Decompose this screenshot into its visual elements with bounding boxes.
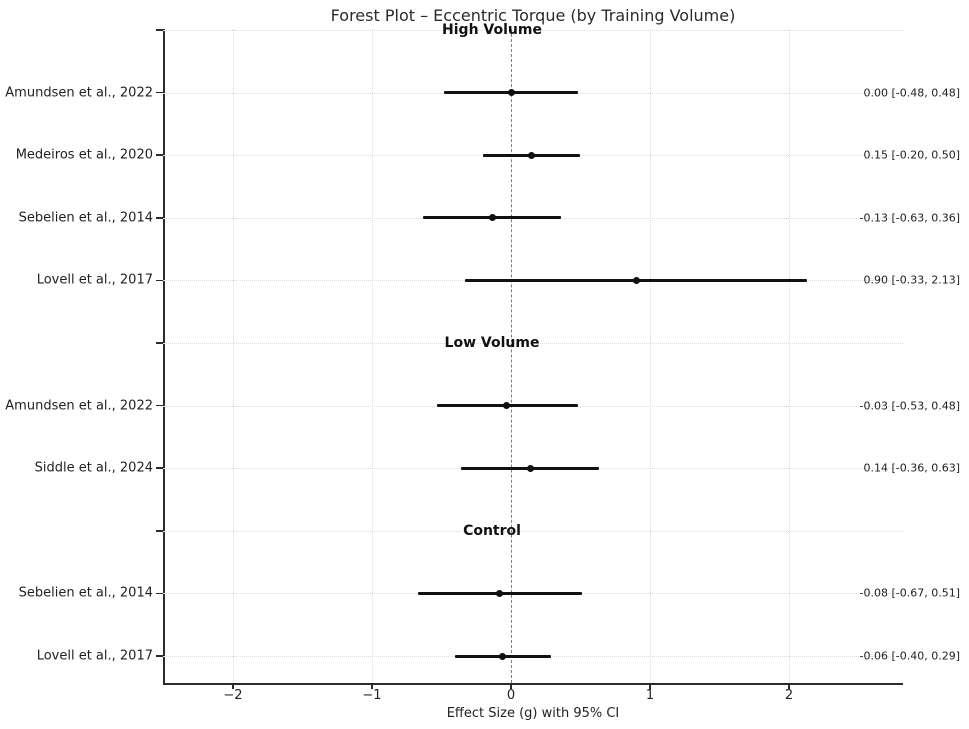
group-label: High Volume [442,22,542,38]
y-axis-tick [156,154,163,156]
effect-size-marker [499,652,507,660]
effect-value-label: -0.13 [-0.63, 0.36] [859,211,961,225]
x-tick-label: 2 [784,688,794,703]
x-tick-label: 1 [645,688,655,703]
effect-value-label: -0.08 [-0.67, 0.51] [859,586,961,600]
x-axis-tick [510,683,512,689]
study-label: Sebelien et al., 2014 [18,210,153,226]
y-axis-tick [156,217,163,219]
y-axis-spine [163,29,165,683]
grid-line-horizontal [163,343,903,344]
study-label: Siddle et al., 2024 [34,460,153,476]
grid-line-horizontal [163,530,903,532]
study-label: Amundsen et al., 2022 [5,398,153,414]
study-label: Lovell et al., 2017 [36,272,153,288]
grid-line-vertical [789,29,790,683]
effect-size-marker [503,402,511,410]
x-tick-label: −2 [223,688,243,703]
y-axis-tick [156,404,163,407]
y-axis-tick [156,342,163,344]
plot-area: High Volume Low Volume Control [156,22,903,689]
x-axis-tick [649,683,651,689]
study-label: Sebelien et al., 2014 [18,585,153,601]
effect-value-label: 0.15 [-0.20, 0.50] [863,148,960,162]
effect-size-marker [496,589,504,597]
x-axis-label: Effect Size (g) with 95% CI [446,706,620,721]
x-axis-tick [371,683,373,689]
grid-line-horizontal [163,30,903,31]
y-axis-tick [156,279,163,282]
effect-value-label: 0.90 [-0.33, 2.13] [863,273,960,287]
zero-reference-line [511,29,512,683]
x-tick-label: −1 [362,688,382,703]
grid-line-vertical [650,29,651,683]
effect-value-label: 0.14 [-0.36, 0.63] [863,461,960,475]
x-axis-spine [163,683,903,685]
y-axis-tick [156,29,163,31]
group-label: Control [463,522,521,539]
x-tick-label: 0 [506,688,516,703]
study-label: Lovell et al., 2017 [36,648,153,664]
y-axis-tick [156,467,163,469]
effect-size-marker [489,214,497,222]
group-label: Low Volume [444,335,540,351]
study-label: Medeiros et al., 2020 [15,147,153,163]
x-axis-tick [788,683,790,689]
effect-value-label: 0.00 [-0.48, 0.48] [863,86,960,100]
effect-size-marker [528,151,536,159]
grid-line-vertical [372,29,373,683]
x-axis-tick [232,683,234,689]
y-axis-tick [156,91,163,94]
effect-value-label: -0.06 [-0.40, 0.29] [859,649,961,663]
effect-size-marker [507,89,515,97]
grid-line-vertical [233,29,234,683]
effect-size-marker [632,276,640,284]
y-axis-tick [156,530,163,532]
effect-size-marker [526,464,534,472]
y-axis-tick [156,592,163,595]
effect-value-label: -0.03 [-0.53, 0.48] [859,399,961,413]
study-label: Amundsen et al., 2022 [5,85,153,101]
y-axis-tick [156,655,163,657]
chart-title: Forest Plot – Eccentric Torque (by Train… [330,6,736,25]
